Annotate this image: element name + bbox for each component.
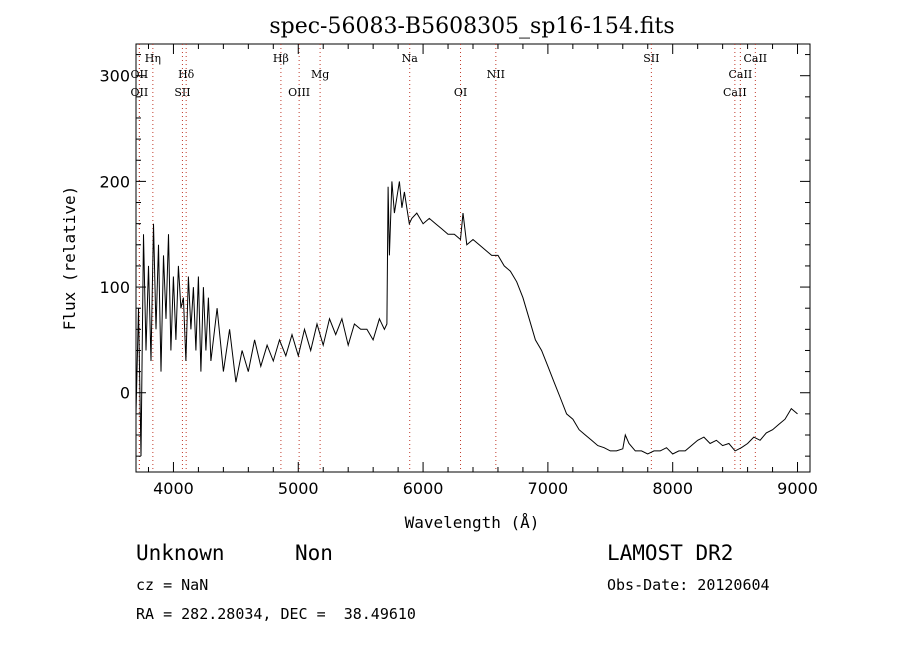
line-marker-label: Na (402, 52, 419, 65)
line-marker-label: Hδ (178, 68, 195, 81)
survey-name: LAMOST DR2 (607, 541, 734, 565)
line-marker-label: Hβ (273, 52, 289, 65)
x-axis-label: Wavelength (Å) (405, 513, 540, 532)
object-class: Unknown (136, 541, 225, 565)
x-axis-ticks: 4000 5000 6000 7000 8000 9000 (147, 44, 818, 498)
line-marker-label: OIII (288, 86, 310, 99)
x-tick-label: 6000 (403, 479, 444, 498)
y-axis-ticks: 0 100 200 300 (99, 54, 810, 457)
line-marker-label: CaII (729, 68, 753, 81)
chart-title: spec-56083-B5608305_sp16-154.fits (269, 14, 674, 39)
line-marker-label: CaII (743, 52, 767, 65)
obs-date: Obs-Date: 20120604 (607, 576, 770, 594)
line-marker-label: Hη (145, 52, 161, 65)
x-tick-label: 7000 (528, 479, 569, 498)
x-tick-label: 5000 (278, 479, 319, 498)
plot-frame (135, 43, 811, 473)
y-axis-label: Flux (relative) (60, 186, 79, 331)
line-marker-label: NII (487, 68, 505, 81)
line-marker-label: OII (131, 68, 149, 81)
line-marker-label: OI (454, 86, 467, 99)
line-marker-label: OII (131, 86, 149, 99)
y-tick-label: 0 (120, 384, 130, 403)
spectrum-line (135, 181, 798, 457)
line-marker-label: SII (643, 52, 659, 65)
y-tick-label: 200 (99, 172, 130, 191)
object-subclass: Non (295, 541, 333, 565)
line-marker-label: CaII (723, 86, 747, 99)
y-tick-label: 100 (99, 278, 130, 297)
line-marker-label: SII (174, 86, 190, 99)
y-tick-label: 300 (99, 67, 130, 86)
x-tick-label: 8000 (652, 479, 693, 498)
x-tick-label: 4000 (153, 479, 194, 498)
redshift-info: cz = NaN (136, 576, 209, 594)
line-marker-label: Mg (311, 68, 329, 81)
x-tick-label: 9000 (777, 479, 818, 498)
coordinates: RA = 282.28034, DEC = 38.49610 (136, 605, 416, 623)
